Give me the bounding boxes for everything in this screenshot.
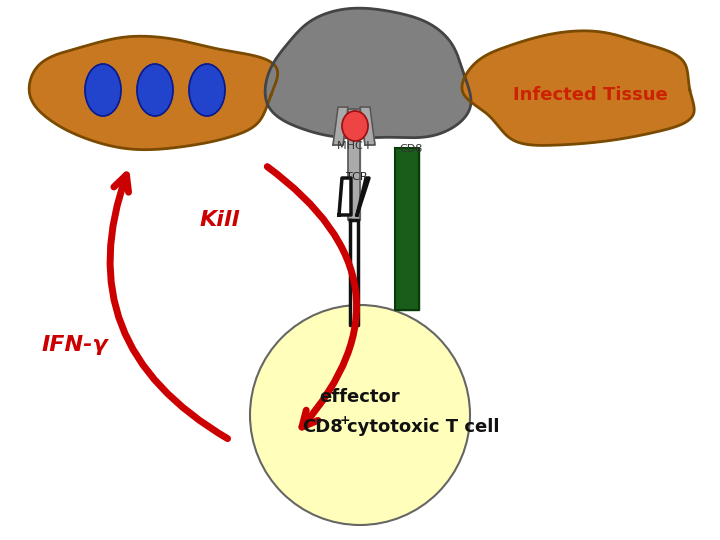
Text: MHC I: MHC I bbox=[337, 141, 369, 151]
Circle shape bbox=[250, 305, 470, 525]
Text: CD8: CD8 bbox=[400, 144, 423, 154]
Polygon shape bbox=[339, 178, 351, 215]
Polygon shape bbox=[333, 107, 348, 145]
Polygon shape bbox=[350, 220, 358, 325]
Ellipse shape bbox=[85, 64, 121, 116]
Polygon shape bbox=[360, 107, 375, 145]
Text: effector: effector bbox=[320, 388, 400, 406]
Text: cytotoxic T cell: cytotoxic T cell bbox=[347, 418, 500, 436]
Polygon shape bbox=[30, 36, 278, 150]
Text: Kill: Kill bbox=[200, 210, 240, 230]
Polygon shape bbox=[357, 178, 369, 215]
Ellipse shape bbox=[189, 64, 225, 116]
Polygon shape bbox=[265, 8, 471, 138]
Polygon shape bbox=[348, 109, 360, 220]
Ellipse shape bbox=[137, 64, 173, 116]
Text: Infected Tissue: Infected Tissue bbox=[513, 86, 667, 104]
Text: CD8: CD8 bbox=[302, 418, 343, 436]
Ellipse shape bbox=[342, 111, 368, 141]
Polygon shape bbox=[462, 31, 694, 145]
Text: TCR: TCR bbox=[346, 172, 368, 182]
Text: IFN-γ: IFN-γ bbox=[42, 335, 108, 355]
Polygon shape bbox=[395, 148, 419, 310]
Text: +: + bbox=[340, 414, 351, 427]
